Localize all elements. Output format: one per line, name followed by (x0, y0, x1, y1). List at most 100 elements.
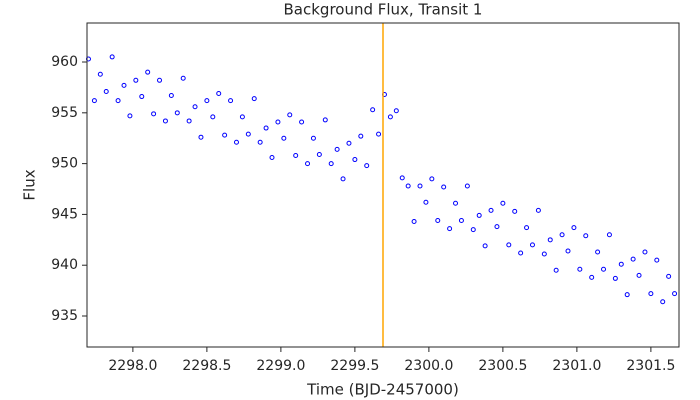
plot-frame (86, 22, 680, 348)
data-point (85, 56, 91, 62)
data-point (494, 224, 500, 230)
data-point (470, 227, 476, 233)
data-point (310, 135, 316, 141)
data-point (423, 199, 429, 205)
data-point (168, 93, 174, 99)
data-point (257, 139, 263, 145)
data-point (518, 250, 524, 256)
data-point (441, 184, 447, 190)
x-tick-label: 2298.5 (182, 358, 231, 374)
data-point (133, 77, 139, 83)
x-tick-label: 2299.0 (256, 358, 305, 374)
y-tick-label: 935 (51, 308, 78, 324)
data-point (506, 242, 512, 248)
x-tick-label: 2298.0 (108, 358, 157, 374)
data-point (186, 118, 192, 124)
data-point (612, 275, 618, 281)
x-tick-label: 2300.0 (404, 358, 453, 374)
data-point (399, 175, 405, 181)
data-point (417, 183, 423, 189)
data-point (370, 107, 376, 113)
x-axis-label: Time (BJD-2457000) (306, 381, 459, 399)
data-point (577, 266, 583, 272)
data-point (464, 183, 470, 189)
data-point (139, 94, 145, 100)
y-tick-label: 945 (51, 206, 78, 222)
data-point (364, 163, 370, 169)
data-point (630, 256, 636, 262)
x-tick-label: 2299.5 (330, 358, 379, 374)
data-point (275, 119, 281, 125)
data-point (524, 225, 530, 231)
data-point (666, 273, 672, 279)
data-point (204, 98, 210, 104)
chart-title: Background Flux, Transit 1 (284, 1, 483, 19)
data-point (476, 212, 482, 218)
data-point (405, 183, 411, 189)
data-point (115, 98, 121, 104)
data-point (583, 233, 589, 239)
data-point (447, 226, 453, 232)
data-point (559, 232, 565, 238)
data-point (589, 274, 595, 280)
data-point (571, 225, 577, 231)
data-point (233, 139, 239, 145)
data-point (535, 207, 541, 213)
data-point (547, 237, 553, 243)
data-point (162, 118, 168, 124)
data-point (500, 200, 506, 206)
data-point (654, 257, 660, 263)
data-point (239, 114, 245, 120)
data-point (269, 155, 275, 161)
data-point (145, 69, 151, 75)
data-point (346, 140, 352, 146)
data-point (624, 292, 630, 298)
x-tick-label: 2301.0 (552, 358, 601, 374)
data-point (482, 243, 488, 249)
data-point (618, 261, 624, 267)
data-point (512, 208, 518, 214)
data-point (376, 131, 382, 137)
x-tick-label: 2300.5 (478, 358, 527, 374)
data-point (174, 110, 180, 116)
data-point (222, 132, 228, 138)
data-point (251, 96, 257, 102)
data-point (287, 112, 293, 118)
data-point (636, 272, 642, 278)
data-point (151, 111, 157, 117)
data-point (293, 152, 299, 158)
data-point (488, 207, 494, 213)
data-point (157, 77, 163, 83)
data-point (91, 98, 97, 104)
data-point (606, 232, 612, 238)
data-point (541, 251, 547, 257)
data-point (529, 242, 535, 248)
y-tick-label: 955 (51, 105, 78, 121)
data-point (648, 291, 654, 297)
data-point (305, 161, 311, 167)
data-point (429, 176, 435, 182)
data-point (340, 176, 346, 182)
data-point (435, 218, 441, 224)
data-point (393, 108, 399, 114)
data-point (109, 54, 115, 60)
data-point (334, 146, 340, 152)
data-point (322, 117, 328, 123)
data-point (642, 249, 648, 255)
data-point (103, 88, 109, 94)
data-point (281, 135, 287, 141)
data-point (198, 134, 204, 140)
y-tick-label: 940 (51, 257, 78, 273)
data-point (553, 267, 559, 273)
data-point (595, 249, 601, 255)
data-point (601, 266, 607, 272)
data-point (263, 125, 269, 131)
data-point (411, 219, 417, 225)
data-point (660, 299, 666, 305)
data-point (358, 133, 364, 139)
data-point (565, 248, 571, 254)
data-point (328, 161, 334, 167)
data-point (192, 104, 198, 110)
